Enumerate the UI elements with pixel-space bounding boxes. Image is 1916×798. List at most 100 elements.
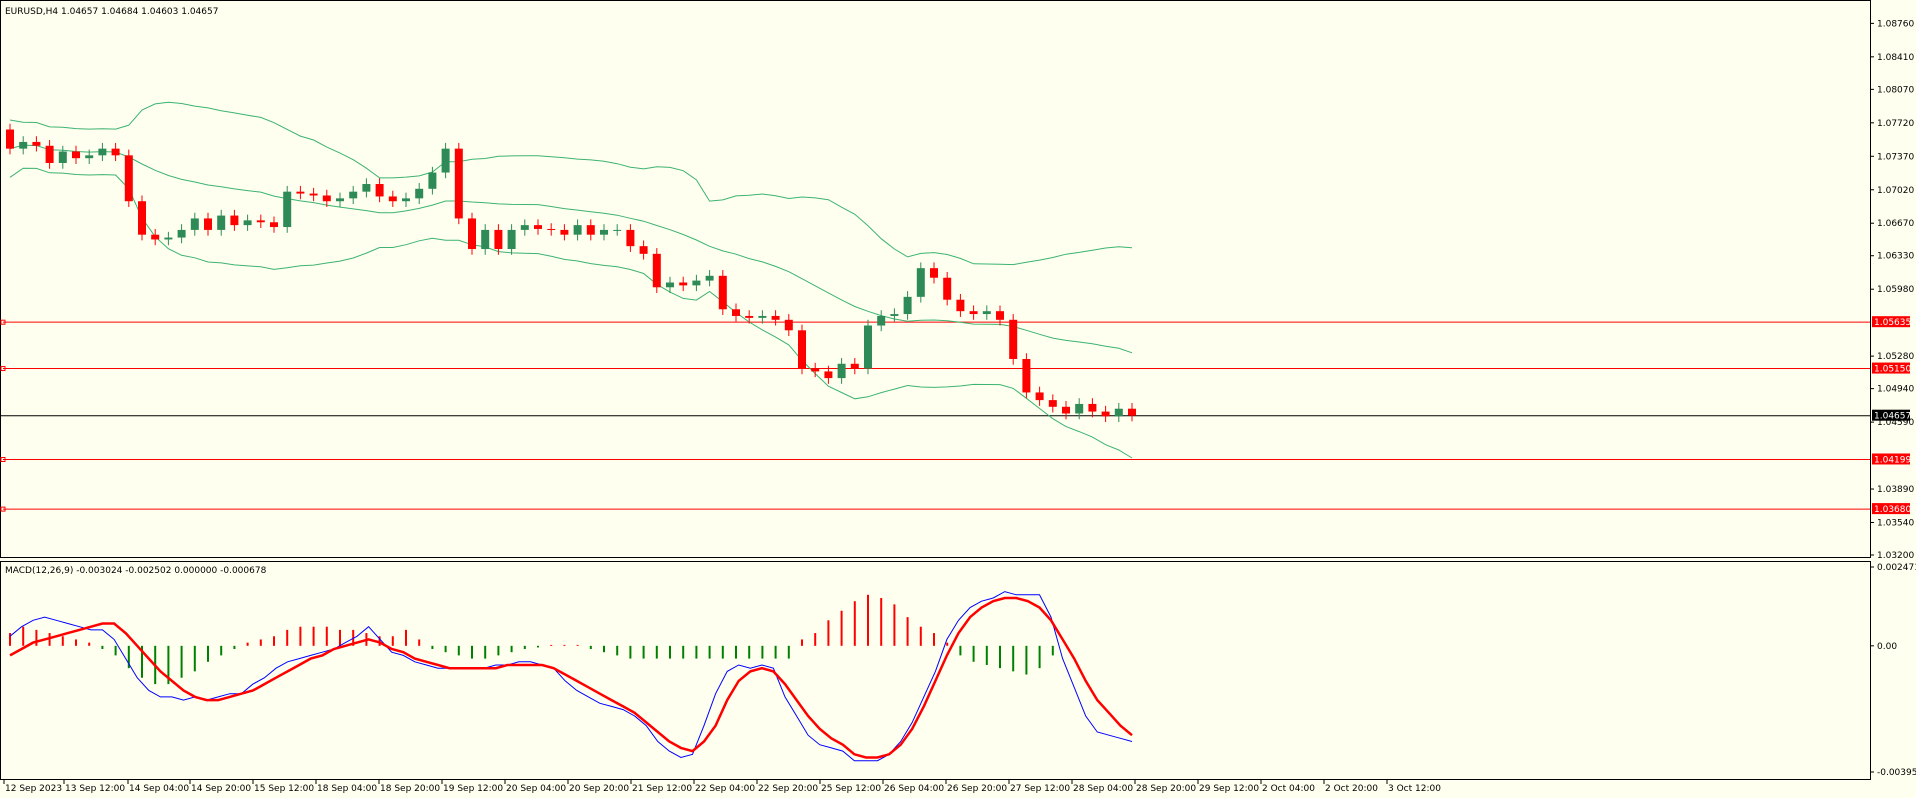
candle[interactable] <box>1114 408 1123 417</box>
candle[interactable] <box>639 246 648 254</box>
candle[interactable] <box>58 151 67 163</box>
candle[interactable] <box>151 234 160 240</box>
candle[interactable] <box>1035 392 1044 401</box>
candle[interactable] <box>72 151 80 159</box>
candle[interactable] <box>98 148 107 156</box>
candle[interactable] <box>138 201 146 235</box>
candle[interactable] <box>811 368 820 372</box>
candle[interactable] <box>573 225 582 235</box>
candle[interactable] <box>1022 358 1031 393</box>
candle[interactable] <box>124 155 133 202</box>
level-handle[interactable] <box>0 319 6 325</box>
candle[interactable] <box>798 330 806 369</box>
candle[interactable] <box>956 299 965 312</box>
level-handle[interactable] <box>0 456 6 462</box>
candle[interactable] <box>692 280 701 286</box>
candle[interactable] <box>943 277 952 300</box>
candle[interactable] <box>111 148 120 156</box>
candle[interactable] <box>824 371 833 379</box>
candle[interactable] <box>982 311 991 315</box>
candle[interactable] <box>45 145 54 163</box>
candle[interactable] <box>362 184 371 192</box>
candle[interactable] <box>1088 403 1097 412</box>
macd-layer <box>9 591 1133 762</box>
candle[interactable] <box>32 141 41 146</box>
candle[interactable] <box>560 229 569 235</box>
candle[interactable] <box>890 314 899 316</box>
candle[interactable] <box>626 229 635 247</box>
candle[interactable] <box>586 225 595 235</box>
candle[interactable] <box>547 228 556 230</box>
candle[interactable] <box>903 296 912 315</box>
candle[interactable] <box>322 195 331 202</box>
candle[interactable] <box>1009 319 1018 359</box>
candle[interactable] <box>204 218 212 230</box>
candle[interactable] <box>190 218 199 230</box>
candle[interactable] <box>745 315 754 318</box>
candle[interactable] <box>520 225 529 230</box>
candle[interactable] <box>771 315 780 320</box>
candle[interactable] <box>864 325 872 369</box>
candle[interactable] <box>1128 408 1136 416</box>
macd-header: MACD(12,26,9) -0.003024 -0.002502 0.0000… <box>5 566 267 576</box>
candle[interactable] <box>877 315 886 326</box>
candle[interactable] <box>969 311 978 315</box>
level-price-tag <box>1872 453 1910 465</box>
candle[interactable] <box>402 198 410 202</box>
candle[interactable] <box>837 363 846 379</box>
middle-band <box>9 144 1133 354</box>
candle[interactable] <box>164 237 173 240</box>
candle[interactable] <box>1101 411 1110 417</box>
candle[interactable] <box>177 229 186 238</box>
candle[interactable] <box>85 155 94 159</box>
candle[interactable] <box>1062 406 1070 414</box>
candle[interactable] <box>336 198 344 202</box>
candle[interactable] <box>494 229 503 250</box>
candle[interactable] <box>916 268 925 297</box>
candle[interactable] <box>243 220 252 226</box>
candle[interactable] <box>230 215 239 226</box>
candle[interactable] <box>613 229 622 231</box>
candle[interactable] <box>930 268 938 278</box>
candle[interactable] <box>534 225 542 229</box>
candle[interactable] <box>428 172 437 189</box>
candle[interactable] <box>283 191 292 228</box>
candle[interactable] <box>441 148 450 173</box>
candle[interactable] <box>415 188 424 199</box>
axis-layer: 1.05635 1.05150 1.04199 1.03680 1.04657 1.087… <box>3 19 1916 794</box>
candle[interactable] <box>217 215 226 230</box>
candle[interactable] <box>454 148 463 219</box>
candle[interactable] <box>718 275 727 310</box>
candle[interactable] <box>996 311 1004 320</box>
candle[interactable] <box>705 275 714 281</box>
candle[interactable] <box>732 309 740 316</box>
macd-tick-label: -0.003955 <box>1877 768 1916 778</box>
candle[interactable] <box>270 222 278 228</box>
candle[interactable] <box>1048 400 1057 407</box>
level-handle[interactable] <box>0 506 6 512</box>
candle[interactable] <box>784 319 793 331</box>
candle[interactable] <box>1075 403 1084 414</box>
candle[interactable] <box>296 191 305 194</box>
candle[interactable] <box>468 218 476 250</box>
time-tick-label: 20 Sep 20:00 <box>569 784 629 794</box>
time-tick-label: 26 Sep 20:00 <box>947 784 1007 794</box>
candle[interactable] <box>309 193 318 196</box>
candle[interactable] <box>19 141 28 149</box>
candle[interactable] <box>481 229 490 250</box>
candle[interactable] <box>679 282 688 286</box>
candle[interactable] <box>6 129 14 149</box>
candle[interactable] <box>666 282 674 288</box>
candle[interactable] <box>507 229 516 250</box>
candle[interactable] <box>349 191 358 199</box>
level-handle[interactable] <box>0 366 6 372</box>
candle[interactable] <box>256 220 265 223</box>
candle[interactable] <box>652 253 661 288</box>
price-tick-label: 1.08410 <box>1877 53 1914 63</box>
candle[interactable] <box>850 363 859 369</box>
candle[interactable] <box>600 229 608 235</box>
candle[interactable] <box>375 184 384 197</box>
candle[interactable] <box>758 315 767 318</box>
candle[interactable] <box>388 196 397 202</box>
